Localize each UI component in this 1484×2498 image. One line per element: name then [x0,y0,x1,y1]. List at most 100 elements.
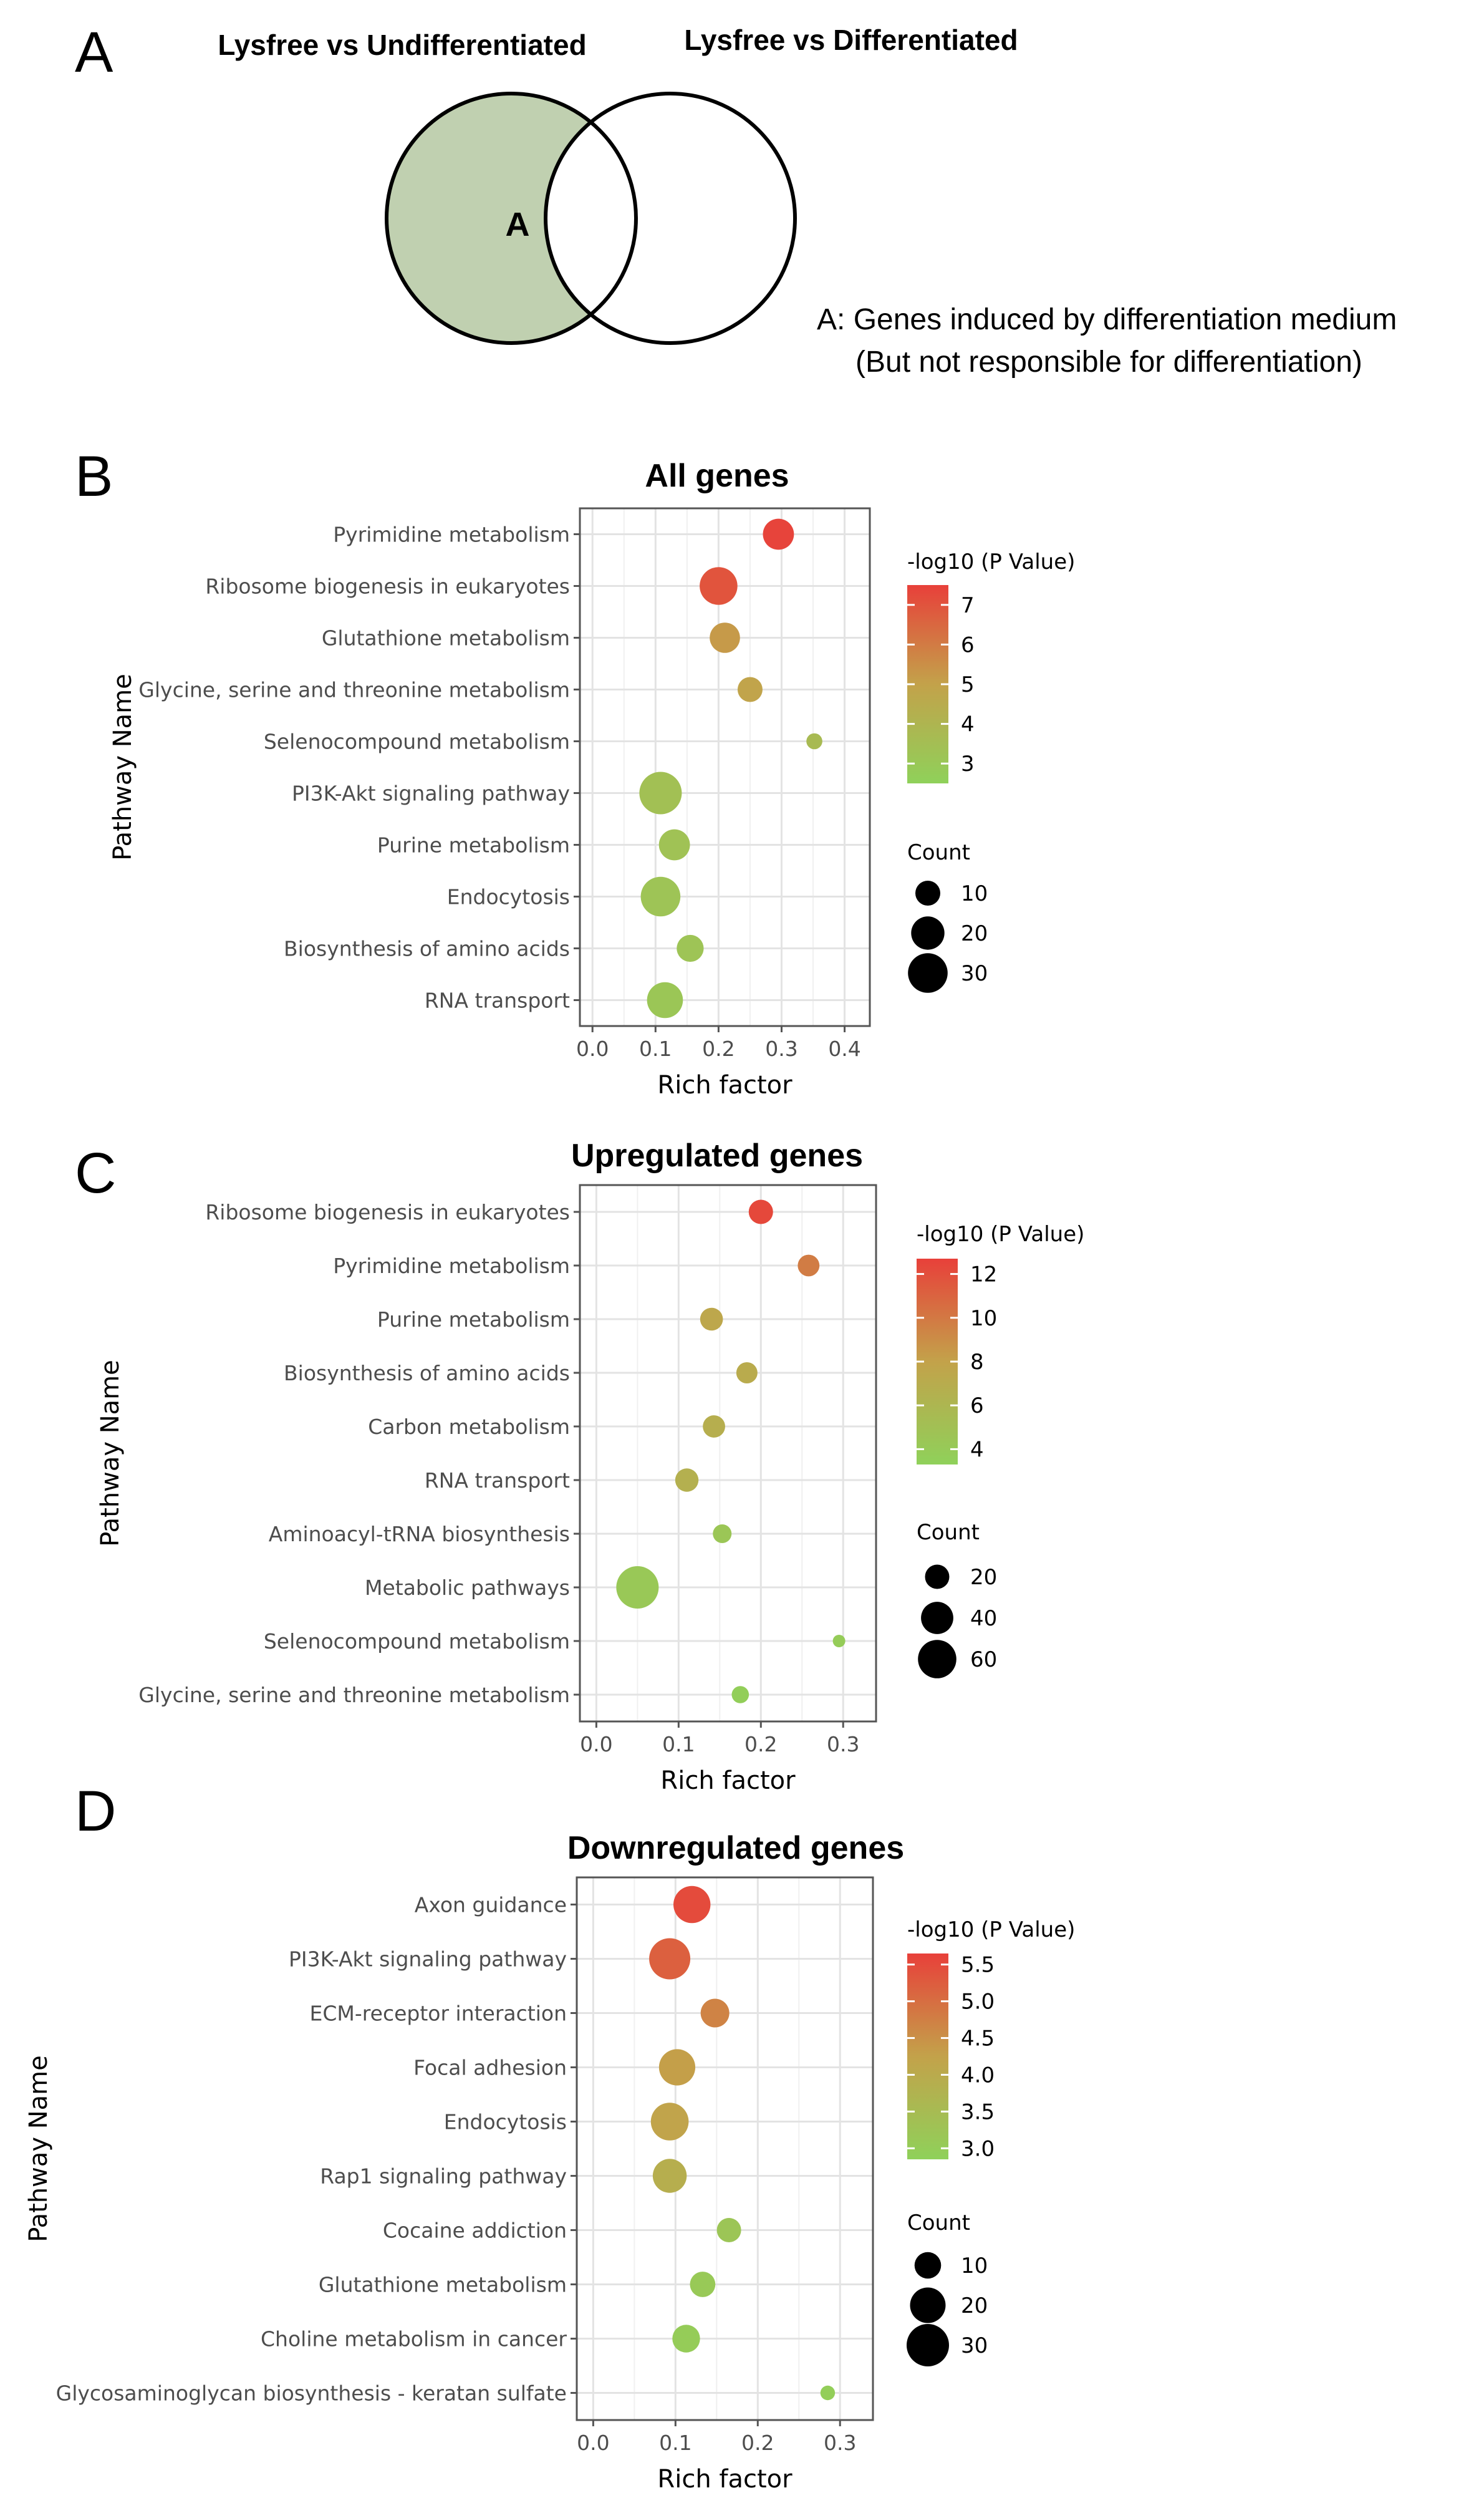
y-axis-title: Pathway Name [24,2055,53,2242]
size-legend-dot [907,2324,949,2366]
y-tick-label-glycine-serine-and-threonine-metabolism: Glycine, serine and threonine metabolism [138,1683,570,1707]
x-tick-label: 0.3 [824,2431,856,2455]
y-tick-label-carbon-metabolism: Carbon metabolism [368,1415,570,1439]
point-carbon-metabolism [703,1415,725,1438]
y-tick-label-aminoacyl-trna-biosynthesis: Aminoacyl-tRNA biosynthesis [269,1522,570,1546]
x-tick-label: 0.1 [639,1037,672,1061]
y-tick-label-glutathione-metabolism: Glutathione metabolism [322,626,570,651]
chart-panel-upregulated-genes: C Upregulated genes Ribosome biogenesis in… [75,1138,1084,1795]
plot-background [580,1185,876,1721]
x-tick-label: 0.2 [702,1037,735,1061]
x-tick-label: 0.0 [576,1037,609,1061]
point-purine-metabolism [700,1307,723,1331]
venn-note-line2: (But not responsible for differentiation… [855,346,1362,379]
point-ribosome-biogenesis-in-eukaryotes [700,567,738,605]
point-metabolic-pathways [616,1566,659,1609]
point-rap1-signaling-pathway [652,2159,687,2193]
x-tick-label: 0.3 [827,1732,859,1756]
venn-note-line1: A: Genes induced by differentiation medi… [817,303,1397,336]
point-axon-guidance [673,1886,711,1924]
color-legend-label: 4.0 [961,2063,995,2088]
color-legend-label: 4.5 [961,2026,995,2051]
point-rna-transport [675,1468,699,1492]
point-rna-transport [647,982,683,1019]
size-legend-label: 30 [961,2333,988,2358]
point-endocytosis [640,876,681,917]
y-tick-label-pi3k-akt-signaling-pathway: PI3K-Akt signaling pathway [289,1947,567,1972]
venn-region-label: A [506,206,530,243]
y-tick-label-biosynthesis-of-amino-acids: Biosynthesis of amino acids [284,1361,570,1385]
x-tick-label: 0.0 [577,2431,609,2455]
color-legend-label: 5 [961,672,975,697]
y-tick-label-selenocompound-metabolism: Selenocompound metabolism [264,1629,570,1653]
y-axis-title: Pathway Name [108,674,137,861]
y-tick-label-pi3k-akt-signaling-pathway: PI3K-Akt signaling pathway [292,782,570,806]
x-tick-label: 0.2 [744,1732,777,1756]
panel-letter-c: C [75,1141,116,1205]
venn-right-title: Lysfree vs Differentiated [684,24,1018,56]
color-legend-label: 8 [970,1350,984,1375]
chart-title: Upregulated genes [571,1138,863,1174]
point-cocaine-addiction [716,2218,741,2242]
point-pyrimidine-metabolism [763,518,794,550]
size-legend-dot [925,1564,950,1589]
plot-border [579,507,871,1027]
point-glycine-serine-and-threonine-metabolism [737,677,763,702]
x-axis-title: Rich factor [657,2465,793,2494]
x-axis-title: Rich factor [660,1766,796,1795]
chart-panel-downregulated-genes: D Downregulated genes Axon guidance PI3K-Ak… [24,1779,1075,2494]
color-legend-bar [907,1953,948,2159]
y-tick-label-glutathione-metabolism: Glutathione metabolism [319,2273,567,2297]
panel-letter-b: B [75,445,113,508]
x-tick-label: 0.4 [828,1037,860,1061]
y-tick-label-glycosaminoglycan-biosynthesis-keratan-sulfate: Glycosaminoglycan biosynthesis - keratan… [56,2381,567,2406]
point-glutathione-metabolism [710,622,740,653]
point-selenocompound-metabolism [806,733,822,750]
data-points [639,518,822,1019]
size-legend-label: 60 [970,1647,997,1672]
color-legend-label: 12 [970,1262,997,1287]
size-legend-dot [921,1602,953,1634]
y-tick-label-selenocompound-metabolism: Selenocompound metabolism [264,730,570,754]
color-legend-label: 4 [970,1437,984,1462]
point-aminoacyl-trna-biosynthesis [713,1524,732,1543]
point-biosynthesis-of-amino-acids [736,1362,758,1383]
size-legend-label: 40 [970,1606,997,1631]
y-tick-label-purine-metabolism: Purine metabolism [377,833,570,858]
x-tick-label: 0.1 [659,2431,691,2455]
y-tick-label-ribosome-biogenesis-in-eukaryotes: Ribosome biogenesis in eukaryotes [205,574,570,599]
y-tick-label-biosynthesis-of-amino-acids: Biosynthesis of amino acids [284,937,570,961]
size-legend-dot [911,916,945,950]
x-tick-label: 0.3 [765,1037,797,1061]
size-legend-label: 20 [961,2293,988,2318]
size-legend-label: 20 [961,921,988,946]
y-tick-label-glycine-serine-and-threonine-metabolism: Glycine, serine and threonine metabolism [138,678,570,702]
color-legend-label: 6 [970,1393,984,1418]
size-legend-dot [918,1640,956,1678]
color-legend-label: 3.5 [961,2099,995,2124]
panel-letter-a: A [75,21,113,84]
point-glycosaminoglycan-biosynthesis-keratan-sulfate [820,2385,836,2401]
y-tick-label-ribosome-biogenesis-in-eukaryotes: Ribosome biogenesis in eukaryotes [205,1200,570,1224]
y-tick-label-ecm-receptor-interaction: ECM-receptor interaction [310,2002,567,2026]
size-legend-title: Count [907,840,970,865]
panel-letter-d: D [75,1779,116,1843]
venn-overlap-mask [546,94,795,343]
x-tick-label: 0.1 [662,1732,695,1756]
size-legend-dot [908,953,948,993]
grid [580,1185,876,1721]
y-tick-label-pyrimidine-metabolism: Pyrimidine metabolism [333,1254,570,1278]
point-pi3k-akt-signaling-pathway [639,772,682,815]
size-legend-dot [914,2252,942,2279]
venn-left-title: Lysfree vs Undifferentiated [218,29,586,61]
chart-title: All genes [645,458,789,494]
size-legend-label: 10 [961,2254,988,2278]
venn-left-circle [385,92,638,345]
y-tick-label-rna-transport: RNA transport [425,989,570,1013]
size-legend-label: 30 [961,961,988,986]
size-legend-dot [915,881,940,906]
color-legend-label: 7 [961,593,975,618]
size-legend-title: Count [917,1520,980,1545]
size-legend-title: Count [907,2210,970,2235]
